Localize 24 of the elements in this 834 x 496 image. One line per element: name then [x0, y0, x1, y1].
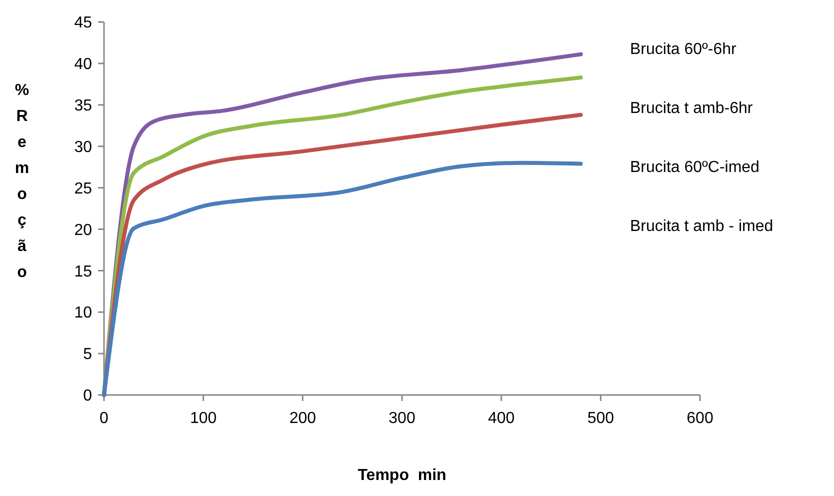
y-axis-title: %Remoção — [14, 82, 30, 281]
y-tick-label: 10 — [74, 304, 92, 322]
x-tick-label: 600 — [686, 410, 714, 427]
text: Brucita t amb-6hr — [630, 100, 754, 117]
x-tick-label: 500 — [587, 410, 614, 427]
x-tick-label: 400 — [488, 410, 515, 427]
y-tick-label: 40 — [74, 56, 92, 74]
y-tick-label: 0 — [83, 388, 92, 405]
x-tick-label: 200 — [289, 410, 316, 427]
y-tick-label: 45 — [74, 14, 92, 32]
x-tick-label: 100 — [190, 410, 217, 427]
x-tick-label: 300 — [388, 410, 416, 427]
y-tick-label: 25 — [74, 180, 92, 198]
y-tick-label: 20 — [74, 222, 92, 239]
y-tick-label: 15 — [74, 263, 92, 280]
y-tick-label: 5 — [83, 346, 92, 364]
x-axis-title: Tempo min — [358, 467, 446, 484]
text: Brucita 60ºC-imed — [630, 159, 760, 176]
y-tick-label: 30 — [74, 138, 92, 156]
line-series — [102, 160, 583, 397]
text: Brucita 60º-6hr — [630, 41, 738, 58]
text: Brucita t amb - imed — [630, 218, 774, 235]
x-tick-label: 0 — [100, 410, 109, 427]
y-tick-label: 35 — [74, 97, 92, 114]
